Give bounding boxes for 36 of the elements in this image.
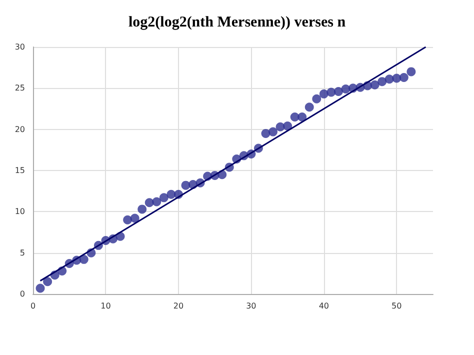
- y-tick-label: 30: [14, 42, 25, 52]
- point: [166, 190, 176, 199]
- point: [130, 214, 140, 223]
- y-tick-label: 25: [14, 84, 25, 93]
- point: [334, 86, 343, 96]
- y-tick-label: 5: [20, 248, 25, 258]
- point: [406, 67, 416, 76]
- x-tick-label: 0: [30, 302, 36, 310]
- x-tick-label: 40: [318, 302, 330, 310]
- point: [378, 77, 387, 86]
- point: [159, 193, 168, 202]
- point: [123, 215, 132, 224]
- point: [326, 88, 336, 97]
- point: [79, 254, 88, 264]
- point: [152, 197, 162, 206]
- point: [319, 89, 328, 98]
- point: [370, 80, 380, 90]
- y-tick-label: 15: [14, 166, 25, 175]
- point: [43, 277, 52, 286]
- point: [304, 102, 314, 112]
- point: [268, 127, 278, 136]
- x-tick-label: 10: [100, 302, 111, 310]
- point: [399, 72, 408, 82]
- point: [138, 204, 147, 214]
- x-tick-label: 30: [246, 302, 256, 310]
- chart-title: log2(log2(nth Mersenne)) verses n: [128, 14, 346, 30]
- point: [36, 284, 45, 293]
- point: [312, 94, 322, 104]
- y-tick-label: 0: [20, 290, 25, 298]
- x-tick-label: 50: [392, 302, 402, 310]
- point: [283, 122, 292, 131]
- y-tick-label: 10: [14, 207, 25, 216]
- point: [298, 112, 307, 122]
- x-tick-label: 20: [173, 302, 184, 310]
- y-tick-label: 20: [14, 124, 25, 134]
- point: [261, 128, 270, 138]
